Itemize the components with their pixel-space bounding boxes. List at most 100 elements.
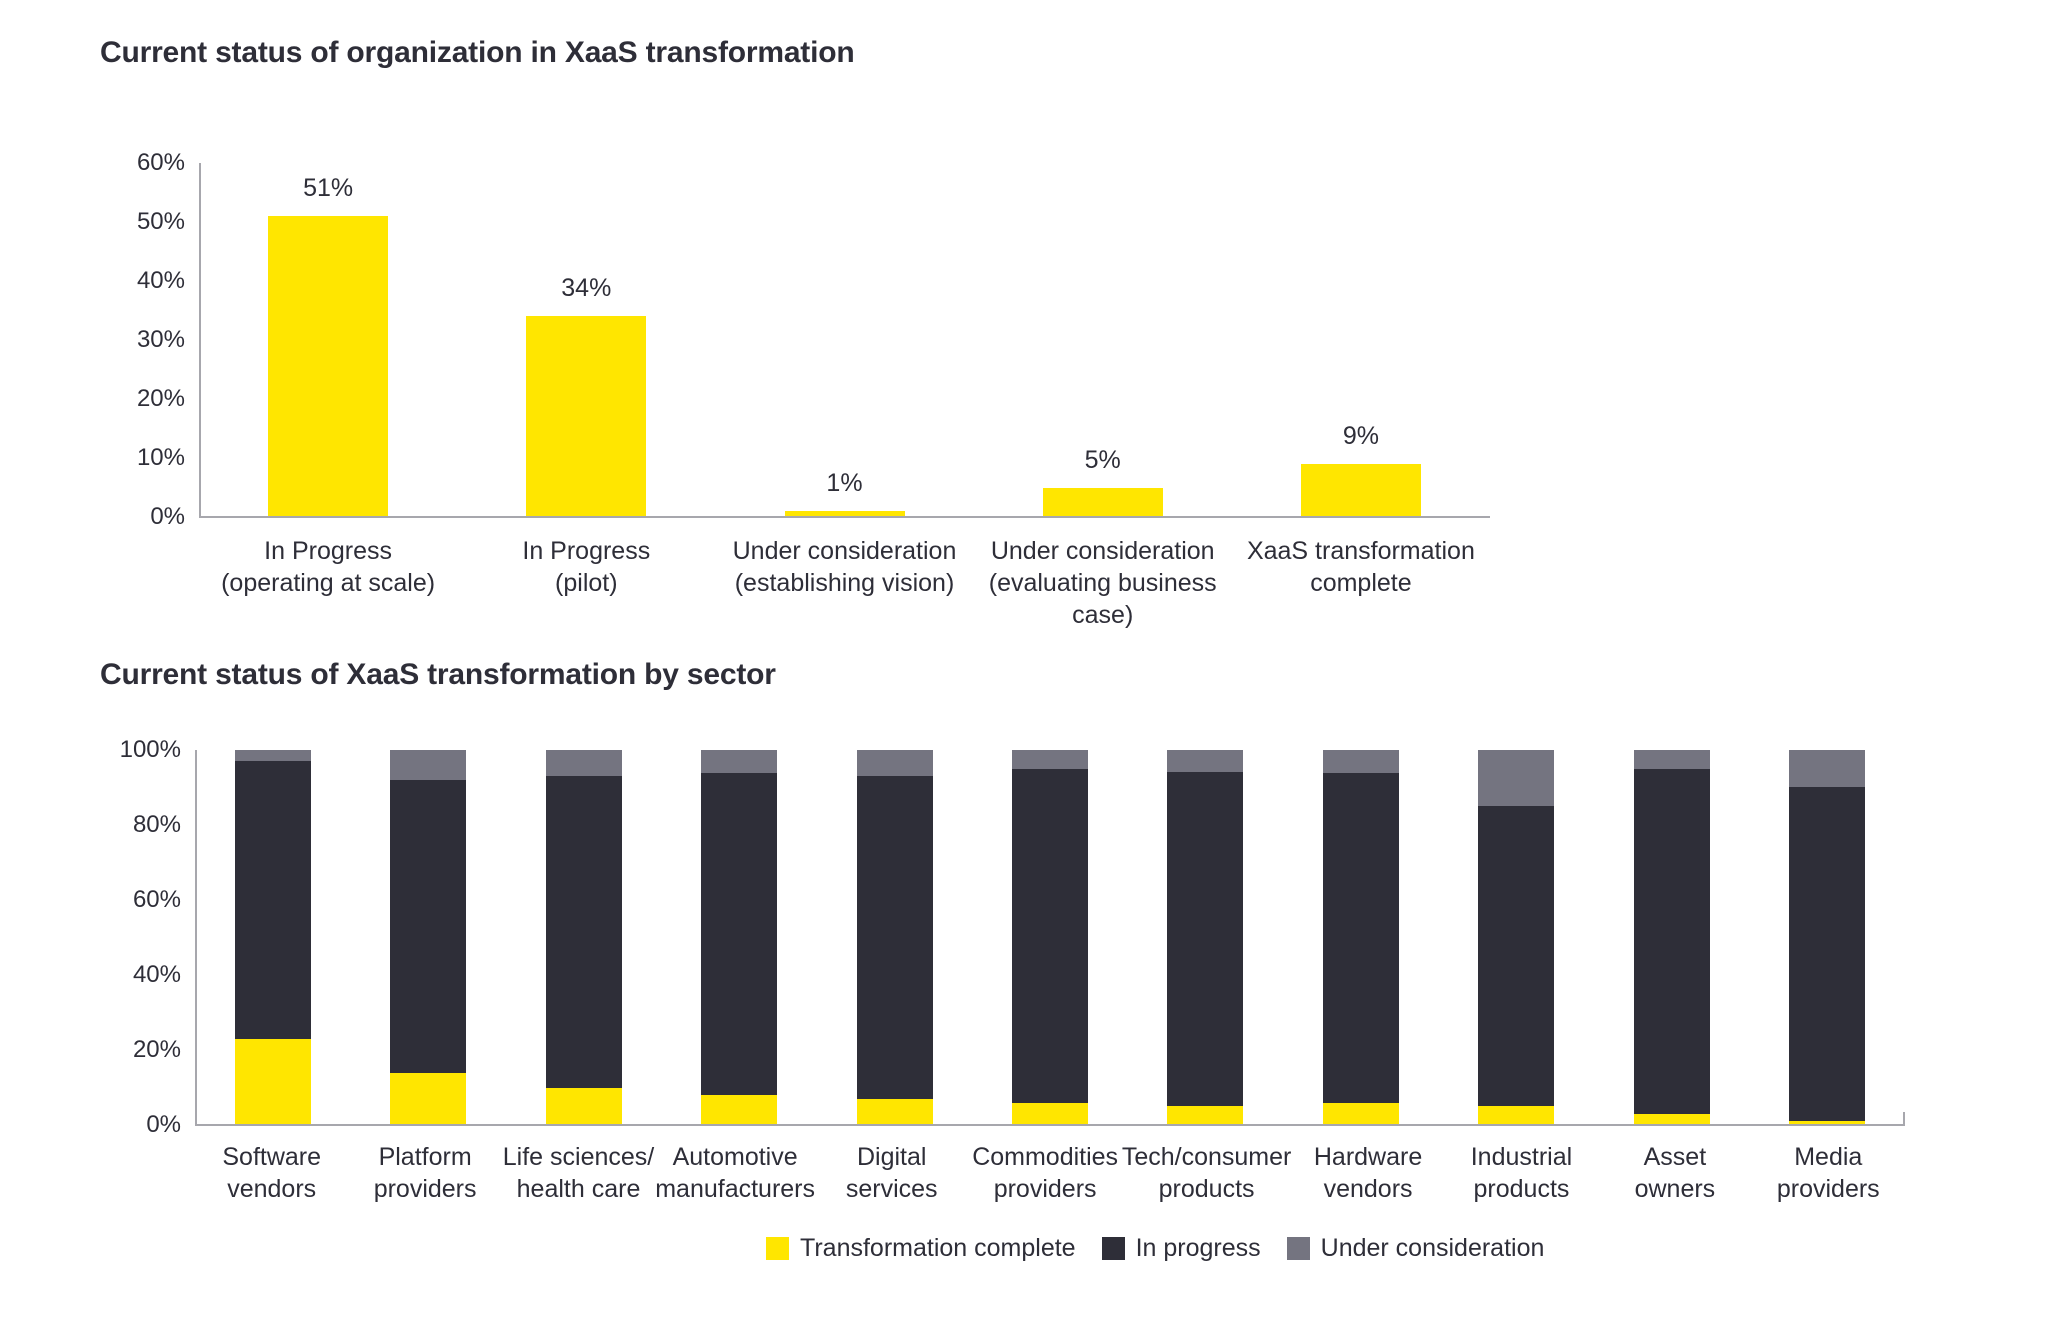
bar-segment-in-progress (234, 761, 311, 1039)
category-label: In Progress (operating at scale) (221, 537, 436, 597)
bar-segment-transformation-complete (1011, 1102, 1088, 1125)
bar-value-label: 51% (303, 174, 354, 203)
bar-segment-transformation-complete (1322, 1102, 1399, 1125)
chart1-y-axis-line (199, 163, 201, 517)
legend-label: Transformation complete (800, 1234, 1076, 1262)
legend-swatch (1101, 1237, 1125, 1260)
bar-column (1594, 749, 1749, 1125)
bar-segment-in-progress (856, 776, 933, 1099)
chart1-plot-area: 60% 50% 40% 30% 20% 10% 0% 51% 34% 1% 5% 9% In Pro… (137, 149, 1490, 629)
bar-segment-under-consideration (701, 750, 778, 773)
bar-segment-transformation-complete (1633, 1113, 1710, 1125)
y-tick-label: 40% (132, 961, 181, 988)
legend-swatch (1286, 1237, 1310, 1260)
bar-segment-in-progress (545, 776, 622, 1088)
bar-segment-under-consideration (390, 750, 467, 780)
category-label: Digital services (845, 1143, 938, 1203)
chart2-y-axis-line (195, 750, 197, 1125)
stacked-bar (390, 750, 467, 1125)
legend-label: Under consideration (1320, 1234, 1545, 1262)
stacked-bar (701, 750, 778, 1125)
stacked-bar (856, 749, 933, 1125)
bar-segment-in-progress (1011, 768, 1088, 1103)
stacked-bar (1478, 749, 1555, 1125)
category-label: Under consideration (establishing vision) (732, 537, 957, 597)
chart1-title: Current status of organization in XaaS t… (100, 36, 855, 69)
bar-segment-under-consideration (1478, 749, 1555, 807)
category-label: Life sciences/health care (502, 1143, 655, 1203)
chart2-legend: Transformation complete In progress Under … (766, 1236, 1544, 1261)
category-label: Media providers (1776, 1143, 1880, 1203)
bar (1042, 487, 1163, 517)
y-tick-label: 50% (136, 208, 185, 235)
bar-column: 5% (974, 163, 1232, 517)
bar-segment-transformation-complete (1167, 1106, 1244, 1125)
bar-segment-under-consideration (1011, 749, 1088, 769)
stacked-bar (234, 749, 311, 1125)
bar-segment-transformation-complete (701, 1095, 778, 1125)
bar-column: 51% (199, 163, 457, 517)
y-tick-label: 80% (132, 811, 181, 838)
bar-column (506, 749, 661, 1125)
bar-segment-under-consideration (856, 749, 933, 777)
y-tick-label: 100% (119, 736, 181, 763)
bar-column: 34% (457, 163, 715, 517)
bar-value-label: 9% (1342, 421, 1379, 450)
bar-segment-transformation-complete (1789, 1121, 1866, 1125)
y-tick-label: 10% (136, 444, 185, 471)
y-tick-label: 30% (136, 326, 185, 353)
category-label: Hardware vendors (1313, 1143, 1423, 1203)
legend-item: Transformation complete (766, 1236, 1076, 1261)
bar-segment-in-progress (390, 780, 467, 1073)
bar-segment-under-consideration (234, 749, 311, 762)
chart2-x-axis-line (195, 1124, 1905, 1126)
bar-segment-under-consideration (545, 749, 622, 777)
bar-segment-transformation-complete (856, 1098, 933, 1125)
bar-segment-in-progress (701, 772, 778, 1095)
bar (1300, 463, 1421, 517)
legend-label: In progress (1135, 1234, 1261, 1262)
bar-segment-in-progress (1167, 772, 1244, 1107)
stacked-bar (1167, 749, 1244, 1125)
bar-column (661, 750, 816, 1125)
category-label: Tech/consumer products (1121, 1143, 1292, 1203)
bar-segment-under-consideration (1322, 750, 1399, 773)
bar-column (972, 749, 1127, 1125)
bar-column (817, 749, 972, 1125)
bar-segment-under-consideration (1789, 749, 1866, 788)
bar (526, 316, 647, 517)
category-label: Software vendors (222, 1143, 322, 1203)
chart1-category-labels: In Progress (operating at scale) In Progre… (199, 535, 1490, 631)
bar-column (1439, 749, 1594, 1125)
chart1-bars: 51% 34% 1% 5% 9% (199, 163, 1490, 517)
bar (268, 216, 389, 517)
bar-value-label: 1% (826, 469, 863, 498)
bar-column: 1% (715, 163, 973, 517)
chart2-plot-area: 100% 80% 60% 40% 20% 0% Software vendors Platfo… (120, 736, 1905, 1203)
y-tick-label: 60% (136, 149, 185, 176)
category-label: Platform providers (373, 1143, 477, 1203)
chart2-category-labels: Software vendors Platform providers Life sci… (195, 1141, 1905, 1205)
legend-item: In progress (1101, 1234, 1261, 1262)
category-label: Commodities providers (972, 1143, 1119, 1203)
y-tick-label: 20% (132, 1036, 181, 1063)
stacked-bar (545, 749, 622, 1125)
bar-segment-transformation-complete (234, 1038, 311, 1125)
bar-segment-in-progress (1789, 787, 1866, 1122)
y-tick-label: 0% (150, 503, 185, 530)
y-tick-label: 40% (136, 267, 185, 294)
bar (784, 511, 905, 517)
category-label: XaaS transformation complete (1246, 537, 1475, 597)
bar-segment-under-consideration (1167, 749, 1244, 773)
bar-segment-transformation-complete (1478, 1106, 1555, 1125)
bar-segment-transformation-complete (390, 1072, 467, 1125)
category-label: Automotive manufacturers (655, 1143, 816, 1203)
bar-column (1750, 749, 1905, 1125)
bar-column (1283, 750, 1438, 1125)
bar-column (350, 750, 505, 1125)
legend-item: Under consideration (1286, 1234, 1545, 1262)
chart2-title: Current status of XaaS transformation by… (100, 658, 776, 691)
bar-column (195, 749, 350, 1125)
y-tick-label: 60% (132, 886, 181, 913)
